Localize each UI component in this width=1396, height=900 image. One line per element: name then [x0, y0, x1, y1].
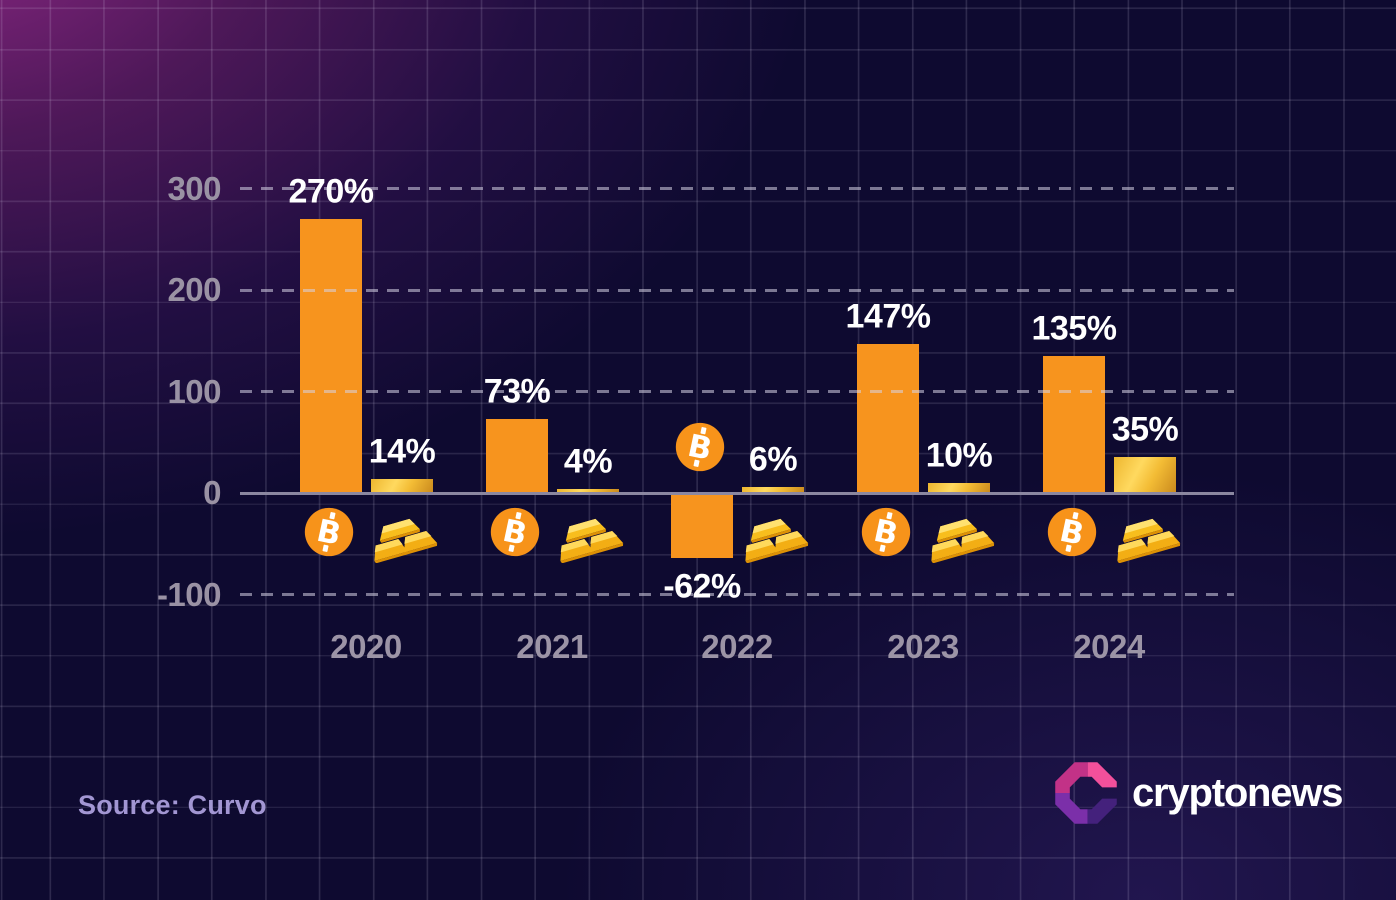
cryptonews-logo-icon	[1055, 762, 1117, 824]
gold-value-label-2023: 10%	[925, 436, 993, 475]
brand-lockup: cryptonews	[1052, 757, 1343, 829]
gold-bar-2023	[928, 482, 990, 493]
bitcoin-icon-2023	[861, 507, 911, 557]
gridline-300	[240, 187, 1234, 190]
gold-bars-icon-2020	[365, 505, 441, 563]
bitcoin-value-label-2020: 270%	[288, 172, 374, 211]
gold-bars-icon-2024	[1108, 505, 1184, 563]
gold-bar-2020	[371, 478, 433, 493]
bitcoin-bar-2021	[486, 418, 548, 493]
brand-name: cryptonews	[1132, 770, 1343, 815]
bitcoin-icon-2021	[490, 507, 540, 557]
zero-axis-line	[240, 491, 1234, 495]
source-caption: Source: Curvo	[78, 790, 267, 820]
bitcoin-bar-2023	[857, 343, 919, 493]
gold-value-label-2020: 14%	[368, 432, 436, 471]
gold-bars-icon-2022	[736, 505, 812, 563]
gridline-200	[240, 288, 1234, 292]
gold-bars-icon-2021	[551, 505, 627, 563]
bitcoin-value-label-2023: 147%	[845, 297, 931, 336]
gold-value-label-2021: 4%	[563, 442, 613, 481]
gridline-100	[240, 390, 1234, 393]
bitcoin-bar-2022	[671, 495, 733, 558]
bitcoin-bar-2020	[300, 218, 362, 493]
y-axis-label-300: 300	[167, 169, 221, 207]
y-axis-label-200: 200	[167, 271, 221, 308]
x-axis-label-2020: 2020	[330, 628, 402, 665]
gold-bars-icon-2023	[922, 505, 998, 563]
bitcoin-bar-2024	[1043, 355, 1105, 493]
y-axis-label--100: -100	[156, 575, 222, 613]
x-axis-label-2024: 2024	[1073, 628, 1145, 665]
bitcoin-icon-2024	[1047, 507, 1097, 557]
gold-bar-2021	[557, 488, 619, 493]
x-axis-label-2023: 2023	[887, 628, 959, 665]
y-axis-label-100: 100	[167, 372, 221, 410]
gridline--100	[240, 593, 1234, 596]
bitcoin-value-label-2022: -62%	[663, 567, 741, 606]
gold-value-label-2024: 35%	[1111, 410, 1179, 449]
bitcoin-value-label-2021: 73%	[483, 372, 551, 411]
gold-bar-2024	[1114, 457, 1176, 493]
bitcoin-icon-2022	[675, 422, 725, 472]
y-axis-label-0: 0	[203, 474, 221, 511]
gold-value-label-2022: 6%	[748, 440, 798, 479]
bitcoin-icon-2020	[304, 507, 354, 557]
bitcoin-value-label-2024: 135%	[1031, 309, 1117, 348]
x-axis-label-2022: 2022	[701, 628, 773, 665]
x-axis-label-2021: 2021	[516, 628, 588, 665]
gold-bar-2022	[742, 486, 804, 493]
